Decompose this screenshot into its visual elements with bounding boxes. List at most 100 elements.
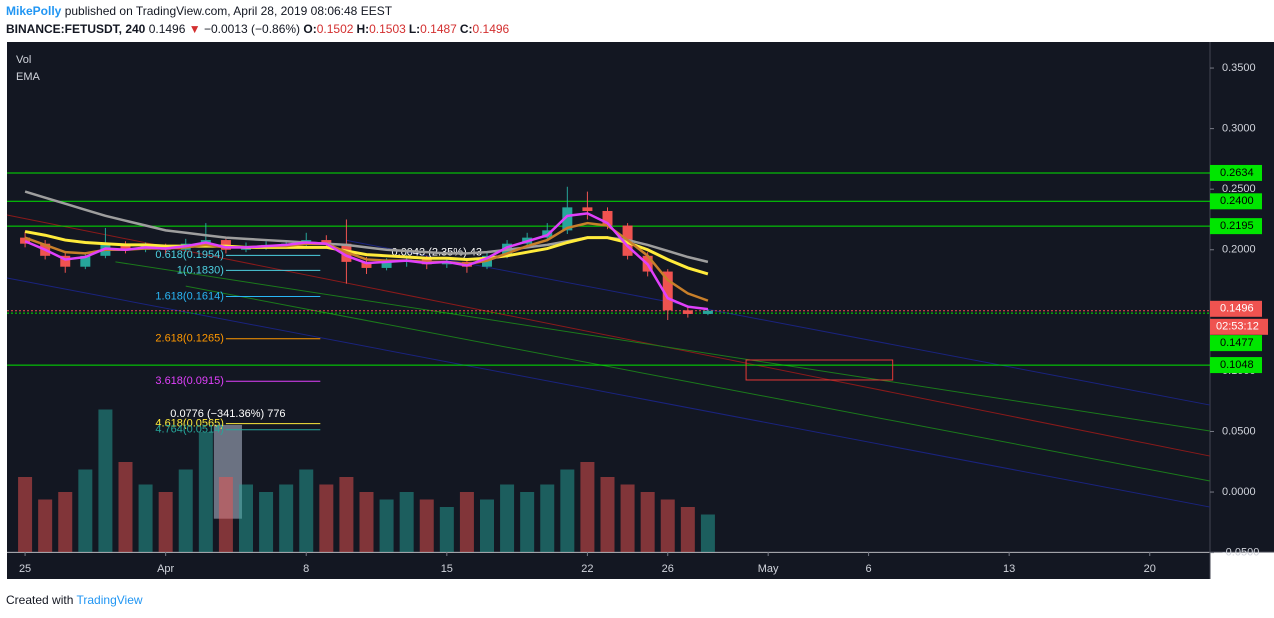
volume-bar [399, 492, 414, 552]
trend-line [6, 214, 1211, 457]
level-tag [1210, 218, 1262, 235]
price-label: 0.1477 [1220, 337, 1254, 349]
price-tag [1210, 335, 1262, 352]
level-label: 0.2634 [1220, 167, 1254, 179]
volume-bar [439, 507, 454, 552]
ohlc-value: 0.1502 [316, 22, 354, 36]
header-line-2: BINANCE:FETUSDT, 240 0.1496 ▼ −0.0013 (−… [6, 22, 512, 36]
x-tick-label: 15 [441, 563, 453, 575]
candle-body [80, 255, 91, 267]
volume-bar [58, 492, 73, 552]
volume-bar [680, 507, 695, 552]
price-label: 0.1496 [1220, 303, 1254, 315]
candle-body [361, 261, 372, 268]
volume-bar [279, 484, 294, 552]
volume-bar [118, 462, 133, 552]
volume-bar [700, 514, 715, 552]
volume-bar [299, 469, 314, 552]
level-label: 0.2195 [1220, 220, 1254, 232]
y-tick-label: 0.3000 [1222, 123, 1256, 135]
y-tick-label: 0.0000 [1222, 486, 1256, 498]
y-tick-label: 0.2500 [1222, 183, 1256, 195]
volume-bar [620, 484, 635, 552]
candle-body [662, 271, 673, 311]
arrow: ▼ [188, 22, 201, 36]
x-tick-label: 8 [303, 563, 309, 575]
x-axis-bg [7, 553, 1210, 579]
volume-bar [259, 492, 274, 552]
last: 0.1496 [148, 22, 186, 36]
y-tick-label: 0.3500 [1222, 62, 1256, 74]
ohlc-key: O: [303, 22, 317, 36]
ohlc-value: 0.1487 [420, 22, 457, 36]
fib-label: 4.764(0.0514) [155, 424, 224, 436]
volume-bar [198, 432, 213, 552]
x-tick-label: 6 [866, 563, 872, 575]
candle-body [381, 261, 392, 268]
volume-bar [660, 499, 675, 552]
ema-line [24, 230, 709, 276]
x-tick-label: 20 [1144, 563, 1156, 575]
candle-body [60, 255, 71, 267]
trend-line [185, 285, 1211, 482]
x-tick-label: 13 [1003, 563, 1015, 575]
level-tag [1210, 164, 1262, 181]
y-tick-label: 0.0500 [1222, 425, 1256, 437]
x-tick-label: 26 [662, 563, 674, 575]
ohlc-key: H: [356, 22, 370, 36]
change: −0.0013 (−0.86%) [203, 22, 301, 36]
ema-line [24, 212, 709, 311]
candle-body [20, 237, 31, 244]
level-label: 0.1048 [1220, 359, 1254, 371]
x-tick-label: Apr [157, 563, 174, 575]
volume-bar [419, 499, 434, 552]
candle-body [120, 243, 131, 250]
trend-line [346, 239, 1211, 406]
volume-bar [540, 484, 555, 552]
volume-bar [319, 484, 334, 552]
volume-bar [520, 492, 535, 552]
published: published on TradingView.com, April 28, … [64, 4, 393, 18]
volume-bar [479, 499, 494, 552]
author[interactable]: MikePolly [6, 4, 62, 18]
x-tick-label: 22 [581, 563, 593, 575]
volume-bar [580, 462, 595, 552]
ohlc-key: L: [408, 22, 421, 36]
target-box [745, 359, 894, 381]
fib-label: 4.618(0.0565) [155, 417, 224, 429]
volume-bar [178, 469, 193, 552]
candle-body [682, 310, 693, 314]
footer: Created with TradingView [6, 593, 143, 607]
volume-bar [38, 499, 53, 552]
level-tag [1210, 193, 1262, 210]
candle-body [702, 310, 713, 314]
level-label: 0.2400 [1220, 195, 1254, 207]
ohlc-key: C: [459, 22, 473, 36]
fib-label: 2.618(0.1265) [155, 333, 224, 345]
fib-label: 1(0.1830) [177, 264, 224, 276]
volume-bar [218, 477, 233, 552]
volume-bar [500, 484, 515, 552]
brand[interactable]: TradingView [76, 593, 143, 607]
volume-bar [379, 499, 394, 552]
fib-label: 1.618(0.1614) [155, 290, 224, 302]
candle-body [562, 207, 573, 231]
volume-bar [238, 484, 253, 552]
symbol: BINANCE:FETUSDT, 240 [6, 22, 146, 36]
volume-bar [560, 469, 575, 552]
volume-bar [339, 477, 354, 552]
volume-bar [600, 477, 615, 552]
ohlc-value: 0.1503 [369, 22, 406, 36]
candle-body [582, 207, 593, 211]
volume-bar [459, 492, 474, 552]
axis-bg [1210, 42, 1274, 552]
x-tick-label: 25 [19, 563, 31, 575]
volume-bar [98, 409, 113, 552]
candle-body [321, 240, 332, 244]
price-tag [1210, 300, 1262, 317]
volume-bar [158, 492, 173, 552]
ohlc: O:0.1502 H:0.1503 L:0.1487 C:0.1496 [303, 22, 512, 36]
header-line-1: MikePolly published on TradingView.com, … [6, 4, 392, 18]
